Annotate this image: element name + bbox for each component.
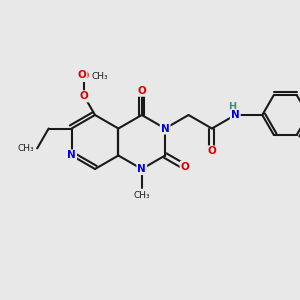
Text: H: H xyxy=(228,102,236,112)
Text: O: O xyxy=(80,91,88,101)
Text: O: O xyxy=(181,162,189,172)
Text: O: O xyxy=(208,146,216,156)
Text: CH₃: CH₃ xyxy=(18,144,34,153)
Text: O: O xyxy=(80,71,88,81)
Text: N: N xyxy=(137,164,146,174)
Text: N: N xyxy=(161,124,170,134)
Text: CH₃: CH₃ xyxy=(91,71,108,80)
Text: O: O xyxy=(78,70,87,80)
Text: O: O xyxy=(137,86,146,96)
Text: CH₃: CH₃ xyxy=(134,191,150,200)
Text: N: N xyxy=(67,151,76,160)
Text: N: N xyxy=(231,110,240,120)
